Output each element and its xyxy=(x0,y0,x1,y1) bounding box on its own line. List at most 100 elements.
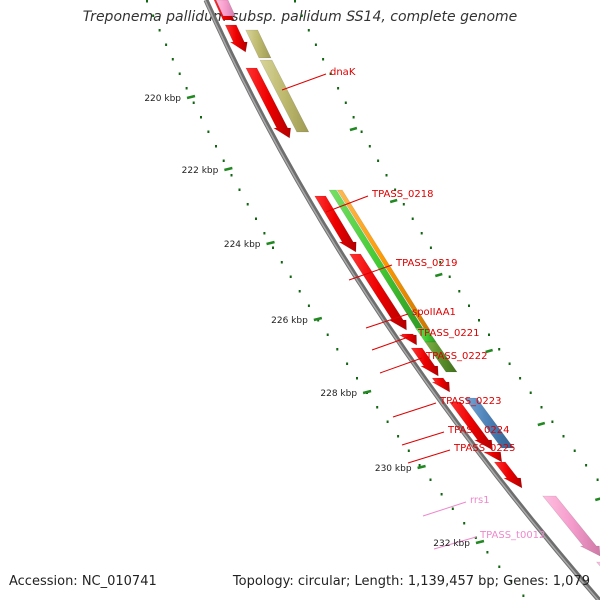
callout-line xyxy=(401,431,445,446)
inner-dot xyxy=(448,275,451,278)
cds-feature xyxy=(314,195,357,253)
callout-line xyxy=(422,501,467,517)
outer-dot xyxy=(158,29,161,32)
inner-dot xyxy=(337,87,340,90)
inner-tick-mark xyxy=(485,348,493,354)
outer-dot xyxy=(222,159,225,162)
gene-label: dnaK xyxy=(330,67,356,78)
tick-label: 222 kbp xyxy=(182,166,219,176)
outer-dot xyxy=(171,58,174,61)
inner-tick-mark xyxy=(594,497,600,502)
outer-dot xyxy=(207,130,210,133)
callout-line xyxy=(348,264,393,281)
inner-dot xyxy=(498,348,501,351)
outer-dot xyxy=(397,435,400,438)
inner-dot xyxy=(439,261,442,264)
outer-dot xyxy=(263,232,266,235)
inner-dot xyxy=(385,174,388,177)
inner-dot xyxy=(519,377,522,380)
outer-dot xyxy=(451,507,454,510)
gene-label: TPASS_0222 xyxy=(425,351,487,362)
inner-dot xyxy=(352,116,355,119)
map-title: Treponema pallidum subsp. pallidum SS14,… xyxy=(82,9,518,25)
genome-summary: Topology: circular; Length: 1,139,457 bp… xyxy=(232,574,590,589)
callout-line xyxy=(392,402,437,418)
inner-tick-mark xyxy=(349,126,358,132)
backbone-highlight xyxy=(204,0,599,600)
outer-dot xyxy=(165,43,168,46)
outer-dot xyxy=(486,551,489,554)
inner-dot xyxy=(551,420,554,423)
outer-dot xyxy=(386,420,389,423)
inner-dot xyxy=(529,391,532,394)
outer-tick-dots xyxy=(146,0,525,597)
outer-dot xyxy=(255,217,257,220)
inner-dot xyxy=(420,232,423,235)
inner-dot xyxy=(294,0,296,3)
inner-dot xyxy=(573,449,576,452)
callout-line xyxy=(371,334,415,351)
tick-mark xyxy=(266,240,275,246)
callout-line xyxy=(365,313,409,329)
inner-dot xyxy=(411,217,414,220)
outer-dot xyxy=(418,464,421,467)
tick-mark xyxy=(362,389,372,395)
cog-feature xyxy=(245,29,272,59)
cds-feature xyxy=(483,451,503,463)
callout-line xyxy=(407,449,451,464)
tick-label: 232 kbp xyxy=(433,539,470,549)
outer-dot xyxy=(200,116,202,119)
cds-feature xyxy=(430,377,451,393)
outer-dot xyxy=(215,145,217,148)
inner-tick-mark xyxy=(389,198,398,204)
outer-dot xyxy=(440,493,443,496)
outer-dot xyxy=(429,478,432,481)
tick-label: 228 kbp xyxy=(320,389,357,399)
accession-text: Accession: NC_010741 xyxy=(9,574,157,589)
gene-label: TPASS_t0012 xyxy=(479,530,545,541)
genome-backbone xyxy=(203,0,600,600)
outer-dot xyxy=(178,72,181,75)
backbone-line xyxy=(203,0,600,600)
inner-dot xyxy=(394,188,397,191)
tick-mark xyxy=(313,316,323,322)
inner-dot xyxy=(307,29,310,32)
tick-mark xyxy=(475,539,485,545)
outer-dot xyxy=(463,522,466,525)
callout-line xyxy=(433,536,477,550)
tick-label: 224 kbp xyxy=(224,240,261,250)
callout-line xyxy=(281,73,327,91)
cog-feature xyxy=(464,397,515,449)
gene-label: spoIIAA1 xyxy=(412,307,456,318)
tick-mark xyxy=(224,166,233,172)
inner-dot xyxy=(585,464,588,467)
gene-label: TPASS_0218 xyxy=(371,189,433,200)
outer-dot xyxy=(356,377,358,380)
inner-dot xyxy=(329,72,332,75)
inner-dot xyxy=(562,435,565,438)
gene-label: rrs1 xyxy=(470,495,490,506)
gene-label: TPASS_0224 xyxy=(447,425,509,436)
cds-feature xyxy=(349,253,407,331)
outer-dot xyxy=(280,261,283,264)
inner-dot xyxy=(468,304,470,307)
gene-label: TPASS_0219 xyxy=(395,258,457,269)
outer-dot xyxy=(185,87,188,90)
inner-tick-mark xyxy=(537,421,546,427)
outer-dot xyxy=(307,304,310,307)
cog-feature xyxy=(259,59,310,133)
inner-dot xyxy=(478,319,480,322)
cds-feature xyxy=(448,401,493,451)
outer-dot xyxy=(346,362,349,365)
tick-mark xyxy=(417,464,426,470)
outer-dot xyxy=(522,594,525,597)
inner-dot xyxy=(360,130,363,133)
inner-dot xyxy=(458,290,461,293)
outer-dot xyxy=(152,14,155,17)
inner-dot xyxy=(596,478,599,481)
outer-dot xyxy=(498,565,501,568)
coordinate-ticks: 220 kbp 222 kbp 224 kbp 226 kbp 228 kbp 230 k… xyxy=(144,94,600,549)
cds-feature xyxy=(398,333,418,346)
inner-dot xyxy=(488,333,490,336)
